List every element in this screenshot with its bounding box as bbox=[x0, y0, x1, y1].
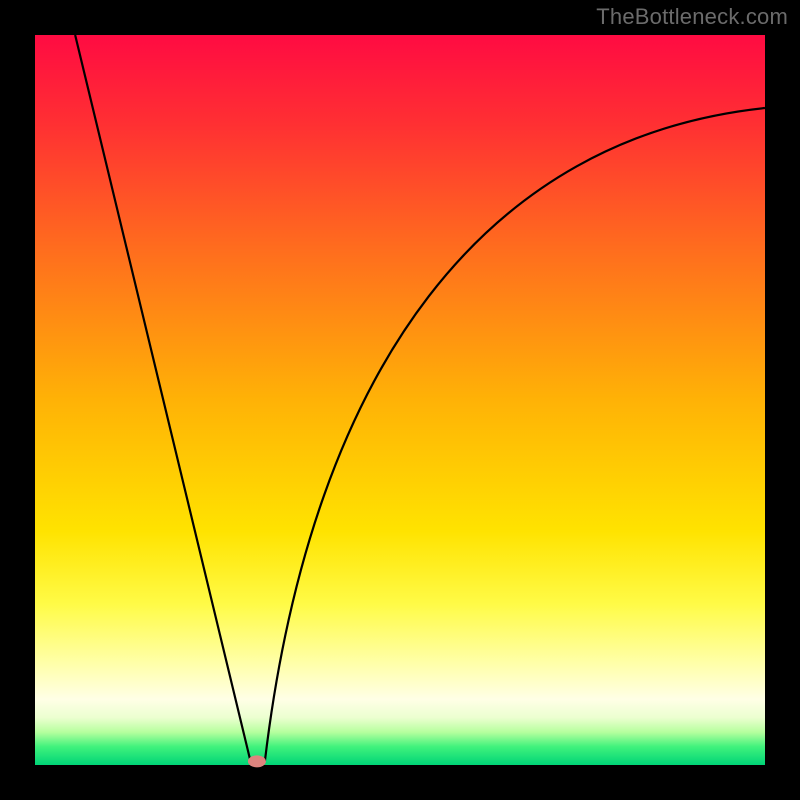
plot-svg bbox=[0, 0, 800, 800]
figure-container: TheBottleneck.com bbox=[0, 0, 800, 800]
watermark-text: TheBottleneck.com bbox=[596, 4, 788, 30]
minimum-marker bbox=[248, 755, 266, 767]
plot-area bbox=[35, 35, 765, 765]
